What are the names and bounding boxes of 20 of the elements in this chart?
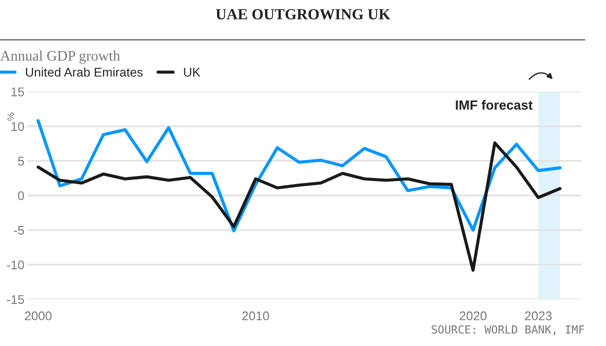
x-tick-label: 2010 [242, 311, 270, 320]
source-note: SOURCE: WORLD BANK, IMF [432, 325, 584, 336]
y-tick-label: -10 [6, 260, 24, 270]
y-tick-label: -15 [6, 295, 24, 304]
legend-label: UK [184, 68, 200, 77]
chart-subtitle: Annual GDP growth [0, 50, 120, 64]
y-tick-label: 0 [18, 191, 24, 200]
line-series [36, 119, 562, 232]
line-series [36, 141, 562, 272]
y-axis-title: % [7, 112, 14, 121]
x-tick-label: 2023 [524, 311, 552, 320]
y-tick-label: -5 [14, 226, 24, 235]
y-tick-label: 10 [12, 122, 24, 131]
x-tick-label: 2000 [24, 311, 52, 320]
chart-title: UAE OUTGROWING UK [216, 9, 390, 20]
band-label: IMF forecast [456, 100, 533, 110]
y-tick-label: 5 [18, 156, 24, 166]
legend-label: United Arab Emirates [26, 67, 143, 77]
x-tick-label: 2020 [460, 311, 486, 320]
y-tick-label: 15 [12, 88, 24, 96]
